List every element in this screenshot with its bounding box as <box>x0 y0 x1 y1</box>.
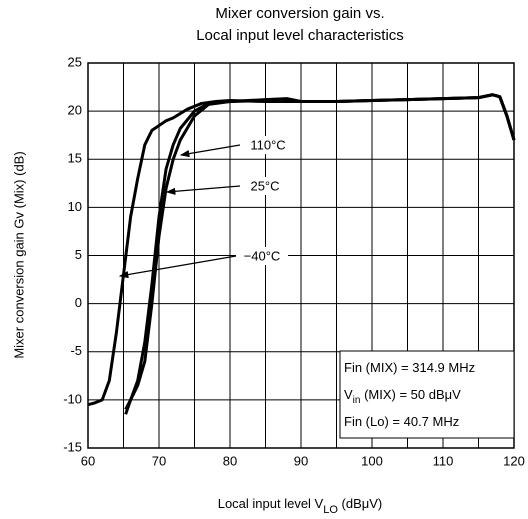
inset-text-part: Fin (MIX) = 314.9 MHz <box>344 360 475 375</box>
y-tick-label: 0 <box>75 295 82 310</box>
x-axis-label: Local input level VLO (dBμV) <box>218 496 383 515</box>
inset-text-part: in <box>353 395 361 406</box>
y-tick-label: -5 <box>70 343 82 358</box>
callout-box <box>240 177 290 195</box>
inset-text-part: (MIX) = 50 dBμV <box>360 387 461 402</box>
legend-label: 25°C <box>250 178 279 193</box>
callout-arrow <box>118 255 237 279</box>
x-tick-label: 100 <box>361 453 383 468</box>
x-tick-label: 60 <box>81 453 95 468</box>
x-tick-label: 90 <box>294 453 308 468</box>
y-tick-label: 10 <box>68 199 82 214</box>
inset-text: Fin (MIX) = 314.9 MHz <box>344 360 475 375</box>
y-tick-label: -15 <box>63 439 82 454</box>
x-axis-label-part: (dBμV) <box>338 496 382 511</box>
line <box>87 93 516 407</box>
callout-box <box>240 136 296 154</box>
chart-title: Mixer conversion gain vs. <box>215 5 384 22</box>
callout-arrow <box>165 185 241 195</box>
x-tick-label: 120 <box>503 453 525 468</box>
legend-label: −40°C <box>244 248 281 263</box>
inset-text-part: Fin (Lo) = 40.7 MHz <box>344 414 459 429</box>
callout-box <box>236 247 288 265</box>
inset-text: Vin (MIX) = 50 dBμV <box>344 387 461 405</box>
y-tick-label: -10 <box>63 391 82 406</box>
chart-title: Local input level characteristics <box>196 27 404 44</box>
x-tick-label: 70 <box>152 453 166 468</box>
x-axis-label-part: Local input level V <box>218 496 324 511</box>
x-tick-label: 110 <box>433 453 454 468</box>
y-tick-label: 5 <box>75 247 82 262</box>
legend-label: 110°C <box>250 137 285 152</box>
x-tick-label: 80 <box>223 453 237 468</box>
y-tick-label: 25 <box>68 54 82 69</box>
plot-frame <box>87 62 515 449</box>
y-tick-label: 15 <box>68 151 82 166</box>
x-axis-label-part: LO <box>323 504 338 516</box>
inset-text-part: V <box>344 387 353 402</box>
inset-box <box>339 350 515 439</box>
inset-text: Fin (Lo) = 40.7 MHz <box>344 414 459 429</box>
callout-arrow <box>179 144 241 158</box>
y-axis-label: Mixer conversion gain Gv (Mix) (dB) <box>11 151 26 358</box>
y-tick-label: 20 <box>68 103 82 118</box>
